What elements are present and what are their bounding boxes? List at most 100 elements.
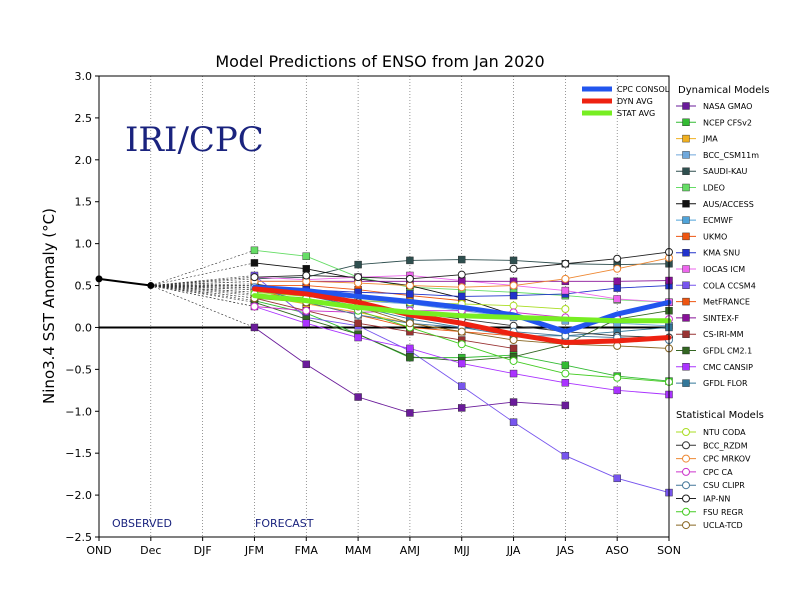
dyn-point-cs-iri-mm (354, 319, 362, 327)
stat-point-cpc-ca (250, 302, 259, 311)
dyn-point-saudi-kau (406, 256, 414, 265)
x-tick-label: MAM (345, 544, 372, 557)
x-tick-label: FMA (295, 544, 319, 557)
observed-line (98, 277, 151, 287)
dyn-legend-marker (682, 297, 690, 306)
dyn-point-cola-ccsm4 (561, 451, 570, 460)
dyn-legend-label: MetFRANCE (703, 298, 750, 307)
stat-legend-label: IAP-NN (703, 495, 730, 504)
x-tick-label: SON (657, 544, 681, 557)
stat-legend-label: CPC MRKOV (703, 455, 751, 464)
dyn-point-gfdl-cm2-1 (406, 353, 414, 361)
y-tick-label: 2.5 (75, 112, 93, 125)
dyn-point-saudi-kau (458, 255, 466, 264)
dyn-line-cs-iri-mm (254, 297, 514, 349)
x-tick-label: JJA (506, 544, 521, 557)
x-tick-label: ASO (606, 544, 630, 557)
stat-legend-label: NTU CODA (703, 428, 746, 437)
dyn-legend-label: NCEP CFSv2 (703, 118, 752, 127)
dyn-legend-label: KMA SNU (703, 249, 740, 258)
spaghetti-fsu-regr (150, 285, 255, 295)
dyn-legend-marker (682, 102, 690, 110)
dyn-point-cmc-cansip (354, 333, 362, 342)
spaghetti-csu-clipr (150, 285, 255, 288)
dyn-point-aus-access (302, 265, 310, 273)
y-tick-label: −2.0 (65, 489, 92, 502)
dyn-point-cmc-cansip (561, 379, 570, 387)
stat-point-ucla-tcd (457, 327, 466, 336)
dyn-legend-marker (682, 200, 690, 208)
spaghetti-metfrance (150, 285, 255, 291)
stat-point-iap-nn (613, 254, 622, 263)
spaghetti-aus-access (150, 262, 255, 286)
dyn-legend-marker (682, 151, 690, 159)
stat-legend-marker (682, 521, 690, 530)
dyn-point-aus-access (250, 259, 259, 267)
dyn-legend-label: CS-IRI-MM (703, 330, 744, 339)
stat-point-cpc-mrkov (613, 264, 622, 273)
dyn-point-cola-ccsm4 (613, 474, 621, 483)
stat-legend-label: UCLA-TCD (703, 521, 743, 530)
legend-consensus-label: DYN AVG (617, 97, 653, 106)
dyn-point-nasa-gmao (406, 409, 414, 417)
stat-point-iap-nn (509, 264, 518, 273)
stat-point-ucla-tcd (509, 336, 518, 345)
dyn-legend-label: GFDL CM2.1 (703, 347, 752, 356)
dyn-legend-label: GFDL FLOR (703, 379, 748, 388)
dyn-point-kma-snu (458, 292, 466, 301)
y-tick-label: −1.0 (65, 405, 92, 418)
y-tick-label: 0.0 (75, 321, 93, 334)
watermark-label: IRI/CPC (125, 120, 264, 160)
dyn-point-nasa-gmao (302, 360, 310, 369)
spaghetti-ucla-tcd (150, 285, 255, 299)
dyn-point-cmc-cansip (406, 344, 414, 353)
stat-legend-label: FSU REGR (703, 508, 744, 517)
dyn-legend-label: UKMO (703, 232, 727, 241)
stat-point-iap-nn (250, 273, 259, 282)
dyn-legend-marker (682, 118, 690, 127)
observed-point (147, 282, 155, 290)
dyn-point-iocas-icm (613, 295, 621, 303)
dyn-legend-marker (682, 363, 690, 371)
x-tick-label: JFM (244, 544, 264, 557)
stat-legend-marker (682, 507, 690, 516)
y-tick-label: −2.5 (65, 531, 92, 544)
stat-point-cpc-mrkov (561, 274, 570, 283)
stat-point-fsu-regr (561, 369, 570, 378)
dyn-legend-marker (682, 330, 690, 338)
dyn-point-ldeo (302, 252, 310, 260)
dyn-legend-label: JMA (702, 135, 718, 144)
dyn-point-cola-ccsm4 (509, 418, 518, 426)
dyn-legend-label: LDEO (703, 184, 725, 193)
stat-point-iap-nn (561, 259, 570, 268)
dyn-legend-marker (682, 134, 690, 143)
spaghetti-layer (150, 250, 255, 328)
dyn-legend-label: IOCAS ICM (703, 265, 745, 274)
y-tick-label: 3.0 (75, 70, 93, 83)
stat-point-cpc-mrkov (457, 283, 466, 292)
stat-legend-label: BCC_RZDM (703, 441, 748, 450)
stat-point-iap-nn (457, 270, 466, 279)
dyn-legend-label: BCC_CSM11m (703, 151, 759, 160)
stat-legend-marker (682, 481, 690, 490)
stat-legend-label: CSU CLIPR (703, 481, 745, 490)
dyn-point-saudi-kau (354, 260, 362, 269)
spaghetti-cpc-mrkov (150, 281, 255, 286)
series-layer (250, 246, 673, 497)
legend-statistical-header: Statistical Models (676, 410, 764, 421)
spaghetti-cpc-ca (150, 285, 255, 307)
dyn-point-nasa-gmao (561, 401, 570, 410)
x-tick-label: DJF (194, 544, 212, 557)
stat-point-iap-nn (302, 271, 311, 280)
dyn-legend-marker (682, 314, 690, 322)
stat-legend-marker (682, 454, 690, 463)
dyn-legend-marker (682, 183, 690, 192)
dyn-point-cmc-cansip (458, 359, 466, 368)
stat-point-fsu-regr (457, 340, 466, 349)
dyn-point-kma-snu (406, 290, 414, 298)
dyn-point-cmc-cansip (613, 386, 621, 395)
dyn-legend-label: CMC CANSIP (703, 363, 753, 372)
dyn-legend-marker (682, 265, 690, 273)
dyn-legend-label: SINTEX-F (703, 314, 739, 323)
dyn-legend-marker (682, 248, 690, 257)
